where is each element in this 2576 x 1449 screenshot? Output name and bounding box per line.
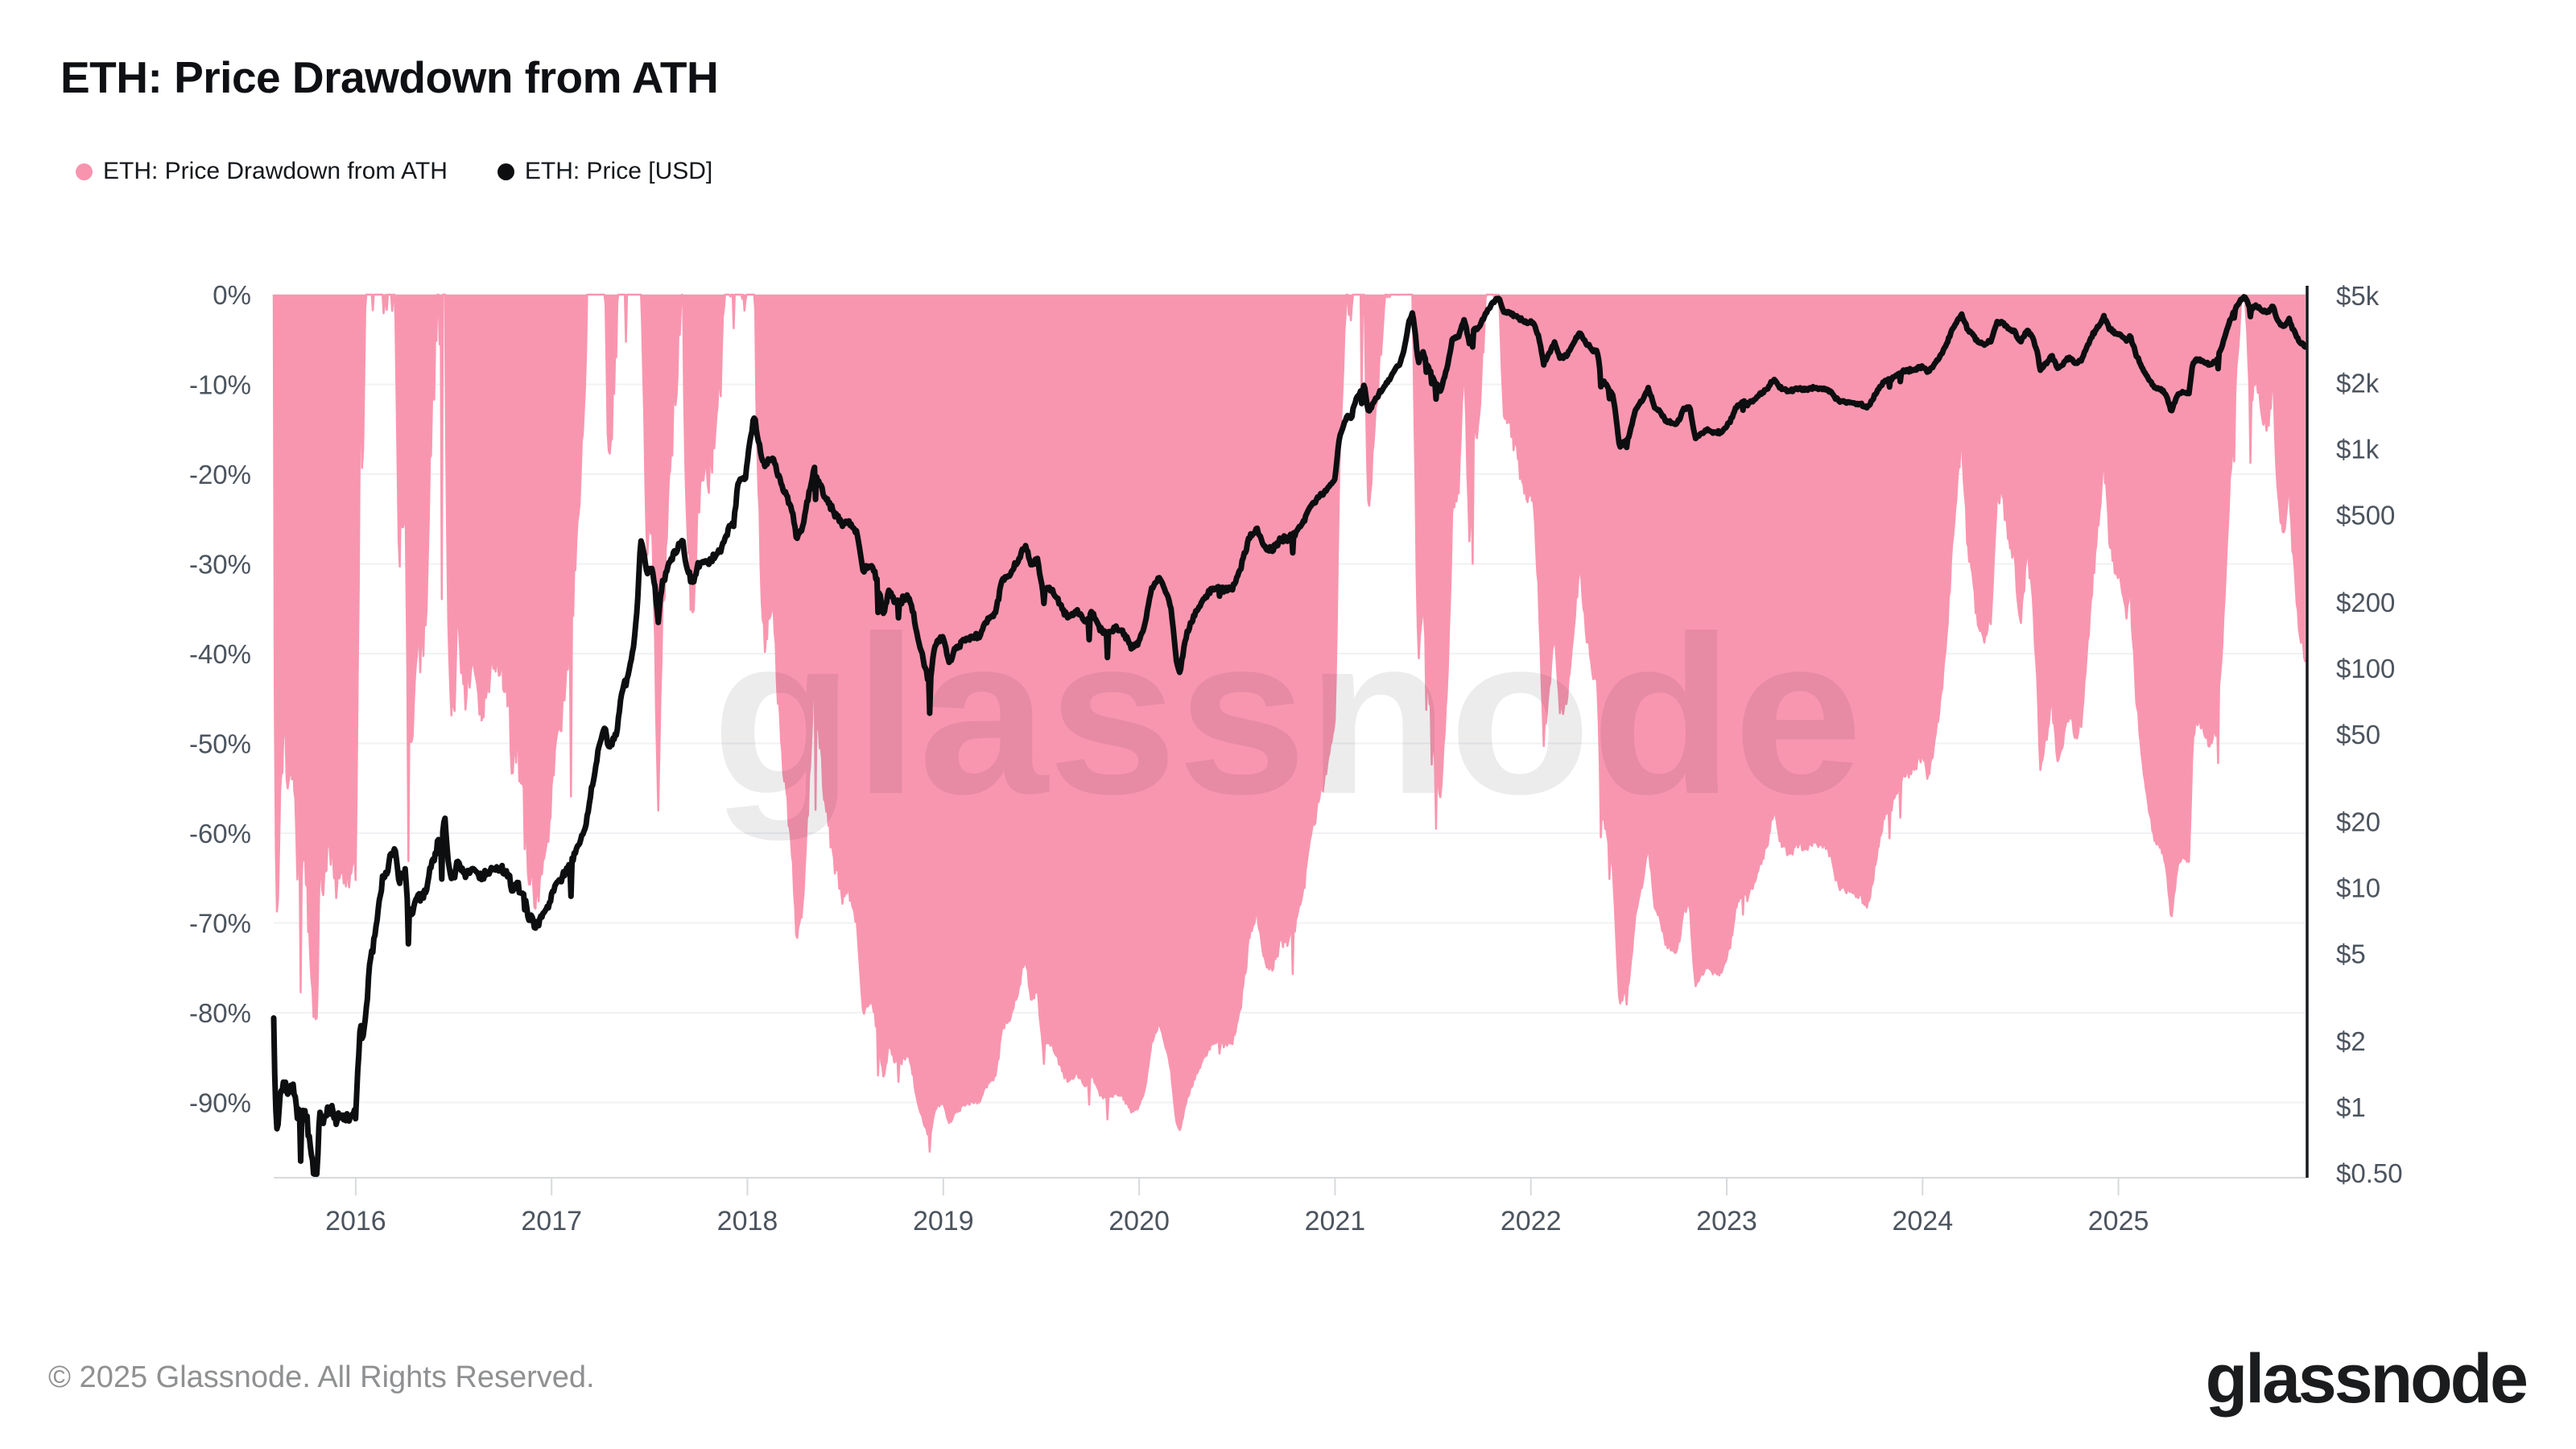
y-axis-right-tick-label: $2 (2336, 1026, 2366, 1056)
price-series-dot-icon (497, 163, 514, 180)
y-axis-right-tick-label: $50 (2336, 720, 2380, 749)
y-axis-left-tick-label: -40% (189, 639, 251, 669)
y-axis-left-tick-label: -30% (189, 550, 251, 580)
glassnode-logo: glassnode (2205, 1340, 2529, 1418)
y-axis-left-tick-label: -80% (189, 998, 251, 1028)
y-axis-left-tick-label: -50% (189, 729, 251, 759)
y-axis-right-tick-label: $500 (2336, 501, 2395, 530)
y-axis-right-tick-label: $100 (2336, 654, 2395, 683)
y-axis-right-tick-label: $2k (2336, 369, 2380, 398)
x-axis-tick-label: 2024 (1892, 1206, 1953, 1236)
price-line-series (270, 294, 2309, 1178)
x-axis-tick-label: 2025 (2088, 1206, 2149, 1236)
y-axis-right-tick-label: $0.50 (2336, 1158, 2403, 1188)
y-axis-right-tick-label: $10 (2336, 873, 2380, 903)
legend-item-drawdown[interactable]: ETH: Price Drawdown from ATH (76, 158, 448, 185)
legend-item-price[interactable]: ETH: Price [USD] (497, 158, 712, 185)
legend: ETH: Price Drawdown from ATH ETH: Price … (76, 158, 712, 185)
x-axis-tick-label: 2021 (1305, 1206, 1366, 1236)
drawdown-series-dot-icon (76, 163, 93, 180)
y-axis-right-tick-label: $200 (2336, 588, 2395, 617)
legend-item-price-label: ETH: Price [USD] (524, 158, 713, 184)
page-title: ETH: Price Drawdown from ATH (60, 52, 719, 102)
watermark-text: glassnode (712, 590, 1863, 842)
y-axis-right-tick-label: $20 (2336, 807, 2380, 837)
x-axis-tick-label: 2017 (521, 1206, 582, 1236)
y-axis-left-tick-label: -60% (189, 819, 251, 848)
y-axis-right-tick-label: $5 (2336, 939, 2366, 969)
copyright-text: © 2025 Glassnode. All Rights Reserved. (48, 1360, 595, 1394)
y-axis-right-tick-label: $5k (2336, 281, 2380, 311)
drawdown-series-outline (272, 293, 2307, 1153)
y-axis-left-tick-label: -10% (189, 370, 251, 400)
y-axis-left-tick-label: 0% (213, 280, 251, 310)
drawdown-area-series (274, 295, 2306, 1152)
y-axis-right-tick-label: $1 (2336, 1092, 2366, 1122)
y-axis-left-tick-label: -20% (189, 460, 251, 489)
x-axis-tick-label: 2020 (1108, 1206, 1170, 1236)
y-axis-right-tick-label: $1k (2336, 435, 2380, 464)
x-axis-tick-label: 2016 (325, 1206, 386, 1236)
x-axis-tick-label: 2018 (717, 1206, 778, 1236)
x-axis-tick-label: 2019 (913, 1206, 974, 1236)
y-axis-left-tick-label: -70% (189, 909, 251, 939)
legend-item-drawdown-label: ETH: Price Drawdown from ATH (103, 158, 448, 184)
y-axis-left-tick-label: -90% (189, 1088, 251, 1118)
x-axis-tick-label: 2022 (1501, 1206, 1562, 1236)
x-axis-tick-label: 2023 (1696, 1206, 1757, 1236)
